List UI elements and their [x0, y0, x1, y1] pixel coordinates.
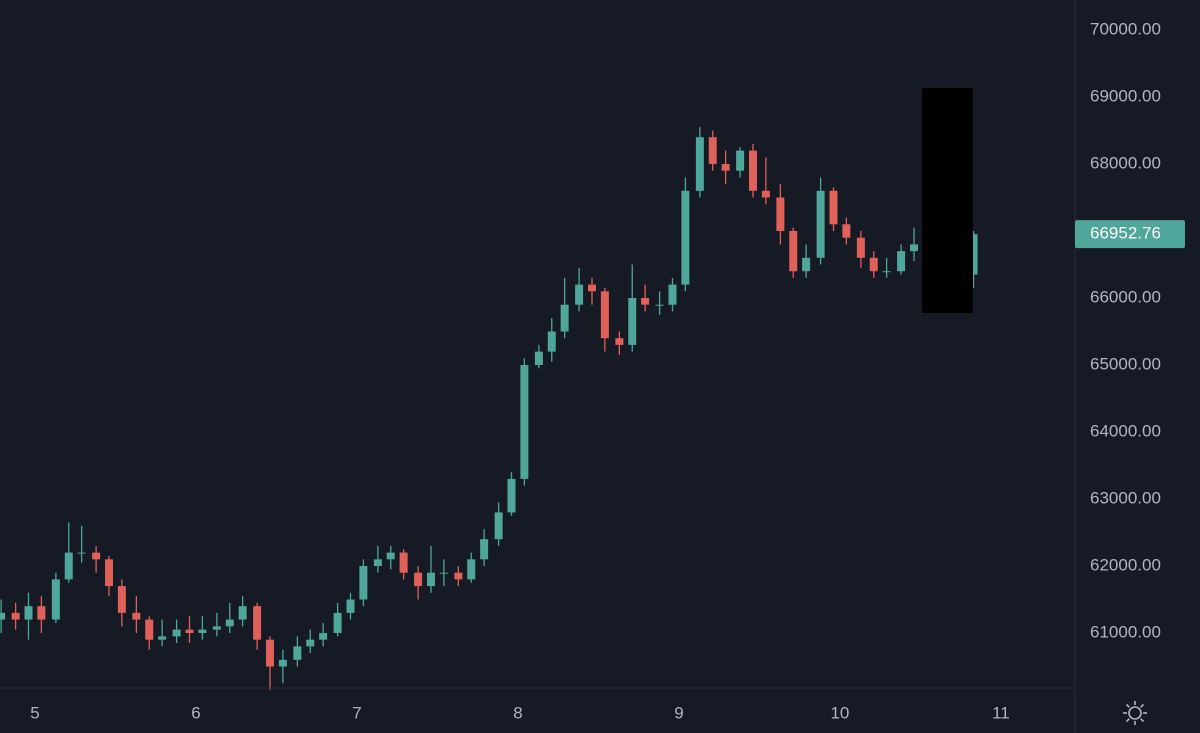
- x-tick-label: 6: [191, 703, 200, 722]
- candle-body: [333, 612, 342, 633]
- candle-body: [306, 639, 315, 647]
- candle-body: [426, 572, 435, 587]
- candle-body: [869, 257, 878, 272]
- candle-body: [969, 234, 978, 275]
- candle-body: [560, 304, 569, 332]
- x-tick-label: 7: [352, 703, 361, 722]
- x-tick-label: 5: [30, 703, 39, 722]
- candle-body: [185, 629, 194, 633]
- candle-body: [238, 606, 247, 620]
- candle-body: [117, 586, 126, 613]
- candle-body: [346, 599, 355, 613]
- candle-body: [776, 197, 785, 232]
- candle-body: [856, 237, 865, 258]
- candle-body: [198, 629, 207, 633]
- candle-body: [628, 298, 637, 345]
- candle-body: [748, 150, 757, 191]
- candle-body: [439, 572, 448, 574]
- candle-body: [225, 619, 234, 627]
- candle-body: [721, 164, 730, 171]
- candle-body: [587, 284, 596, 292]
- y-tick-label: 64000.00: [1090, 421, 1161, 440]
- y-tick-label: 70000.00: [1090, 19, 1161, 38]
- candle-body: [897, 251, 906, 272]
- y-tick-label: 69000.00: [1090, 86, 1161, 105]
- candle-body: [265, 639, 274, 667]
- candle-body: [37, 606, 46, 620]
- candle-body: [64, 552, 73, 580]
- candle-body: [0, 612, 6, 620]
- candle-body: [829, 190, 838, 225]
- y-tick-label: 65000.00: [1090, 354, 1161, 373]
- candle-body: [575, 284, 584, 305]
- candle-body: [816, 190, 825, 258]
- candle-body: [534, 351, 543, 366]
- candle-body: [615, 338, 624, 345]
- candle-body: [359, 565, 368, 600]
- candle-body: [480, 539, 489, 560]
- y-tick-label: 63000.00: [1090, 488, 1161, 507]
- candle-body: [454, 572, 463, 580]
- candle-body: [132, 612, 141, 620]
- candle-body: [77, 552, 86, 554]
- candle-body: [24, 606, 33, 620]
- candle-body: [494, 512, 503, 540]
- candle-body: [600, 291, 609, 339]
- last-price-label: 66952.76: [1090, 224, 1161, 243]
- candle-body: [104, 559, 113, 587]
- candle-body: [802, 257, 811, 272]
- candle-body: [736, 150, 745, 171]
- last-price-box: [1075, 220, 1185, 249]
- candle-body: [909, 244, 918, 252]
- y-tick-label: 62000.00: [1090, 555, 1161, 574]
- candle-body: [507, 478, 516, 513]
- candle-body: [172, 629, 181, 637]
- candle-body: [253, 606, 262, 640]
- candle-body: [641, 298, 650, 305]
- candle-body: [293, 646, 302, 660]
- candle-body: [92, 552, 101, 560]
- candle-body: [467, 559, 476, 580]
- candle-body: [668, 284, 677, 305]
- redaction: [922, 88, 973, 313]
- candles: [0, 127, 978, 690]
- candle-body: [789, 231, 798, 272]
- candle-body: [681, 190, 690, 285]
- settings-icon[interactable]: [1123, 701, 1147, 725]
- candle-body: [319, 632, 328, 640]
- candle-body: [278, 659, 287, 667]
- candle-body: [158, 636, 167, 640]
- x-tick-label: 10: [830, 703, 849, 722]
- candle-body: [882, 271, 891, 273]
- x-tick-label: 9: [674, 703, 683, 722]
- candle-body: [145, 619, 154, 640]
- y-tick-label: 66000.00: [1090, 287, 1161, 306]
- candle-body: [414, 572, 423, 587]
- labels: 61000.00 62000.00 63000.00 64000.00 65000.00…: [30, 19, 1185, 722]
- candle-body: [655, 304, 664, 306]
- y-tick-label: 61000.00: [1090, 622, 1161, 641]
- candle-body: [695, 137, 704, 191]
- candle-body: [51, 579, 60, 620]
- candle-body: [842, 224, 851, 238]
- candle-body: [399, 552, 408, 573]
- x-tick-label: 8: [513, 703, 522, 722]
- y-tick-label: 68000.00: [1090, 153, 1161, 172]
- candle-body: [373, 559, 382, 566]
- candle-body: [386, 552, 395, 560]
- candle-body: [547, 331, 556, 352]
- candle-body: [212, 626, 221, 630]
- candle-body: [708, 137, 717, 165]
- candle-body: [520, 365, 529, 479]
- x-tick-label: 11: [992, 703, 1010, 722]
- candle-body: [761, 190, 770, 198]
- candle-body: [11, 612, 20, 620]
